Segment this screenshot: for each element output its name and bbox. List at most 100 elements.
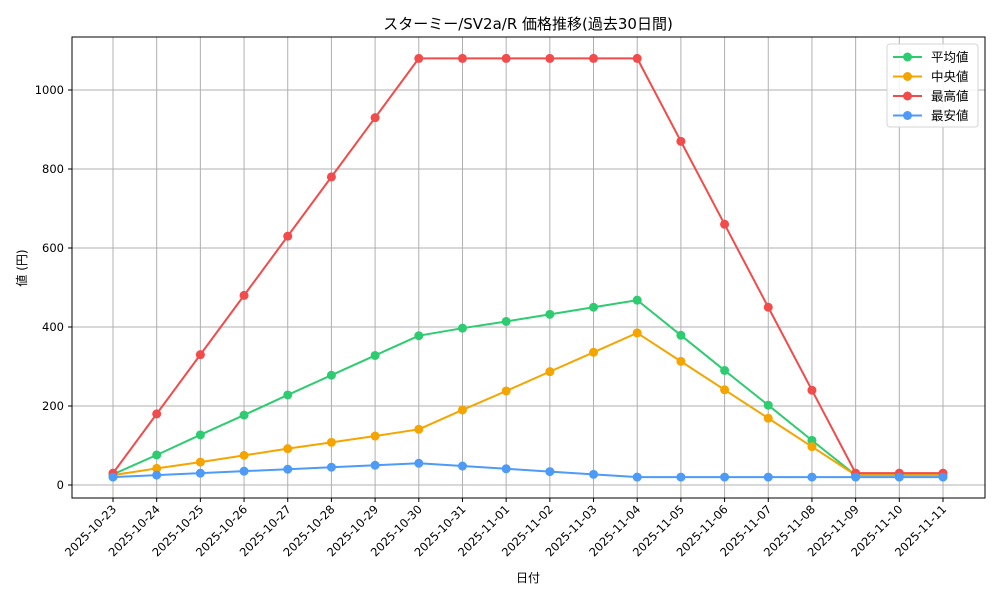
- data-point-marker: [370, 460, 380, 470]
- data-point-marker: [676, 136, 686, 146]
- series-中央値: [108, 328, 948, 480]
- legend-box: [886, 43, 979, 128]
- data-point-marker: [632, 472, 642, 482]
- series-lines: [108, 53, 948, 482]
- data-point-marker: [501, 464, 511, 474]
- data-point-marker: [283, 464, 293, 474]
- y-tick-label: 400: [42, 320, 64, 334]
- data-point-marker: [545, 53, 555, 63]
- legend-label: 平均値: [931, 50, 969, 65]
- data-point-marker: [720, 219, 730, 229]
- data-point-marker: [239, 450, 249, 460]
- data-point-marker: [414, 424, 424, 434]
- data-point-marker: [370, 113, 380, 123]
- data-point-marker: [501, 53, 511, 63]
- data-point-marker: [763, 400, 773, 410]
- x-axis-label: 日付: [516, 571, 540, 585]
- data-point-marker: [501, 316, 511, 326]
- chart-title: スターミー/SV2a/R 価格推移(過去30日間): [383, 15, 673, 33]
- data-point-marker: [414, 458, 424, 468]
- data-point-marker: [807, 385, 817, 395]
- data-point-marker: [283, 444, 293, 454]
- data-point-marker: [370, 431, 380, 441]
- data-point-marker: [108, 472, 118, 482]
- data-point-marker: [589, 347, 599, 357]
- data-point-marker: [239, 290, 249, 300]
- grid-lines: [72, 37, 985, 498]
- y-tick-label: 0: [57, 478, 64, 492]
- data-point-marker: [370, 350, 380, 360]
- plot-frame: [71, 36, 986, 499]
- data-point-marker: [676, 472, 686, 482]
- data-point-marker: [152, 463, 162, 473]
- data-point-marker: [326, 172, 336, 182]
- series-最安値: [108, 458, 948, 482]
- data-point-marker: [326, 370, 336, 380]
- legend-item: 平均値: [893, 50, 969, 65]
- legend-marker-icon: [903, 91, 912, 101]
- data-point-marker: [239, 410, 249, 420]
- data-point-marker: [545, 367, 555, 377]
- data-point-marker: [763, 302, 773, 312]
- y-tick-label: 200: [42, 399, 64, 413]
- data-point-marker: [457, 323, 467, 333]
- data-point-marker: [195, 350, 205, 360]
- data-point-marker: [283, 390, 293, 400]
- legend-label: 最高値: [931, 89, 969, 104]
- data-point-marker: [589, 53, 599, 63]
- y-axis-label: 値 (円): [14, 249, 29, 286]
- data-point-marker: [720, 472, 730, 482]
- data-point-marker: [545, 467, 555, 477]
- legend-item: 中央値: [893, 69, 969, 84]
- data-point-marker: [763, 413, 773, 423]
- data-point-marker: [807, 435, 817, 445]
- series-line: [112, 57, 943, 475]
- data-point-marker: [632, 295, 642, 305]
- data-point-marker: [851, 472, 861, 482]
- data-point-marker: [632, 53, 642, 63]
- data-point-marker: [195, 430, 205, 440]
- data-point-marker: [545, 309, 555, 319]
- data-point-marker: [807, 442, 817, 452]
- data-point-marker: [938, 472, 948, 482]
- data-point-marker: [501, 386, 511, 396]
- series-line: [112, 462, 943, 479]
- data-point-marker: [720, 365, 730, 375]
- data-point-marker: [195, 457, 205, 467]
- legend-label: 最安値: [931, 108, 969, 123]
- data-point-marker: [152, 450, 162, 460]
- legend-label: 中央値: [931, 69, 969, 84]
- series-最高値: [108, 53, 948, 478]
- data-point-marker: [195, 468, 205, 478]
- y-tick-label: 800: [42, 162, 64, 176]
- legend-item: 最安値: [893, 108, 969, 123]
- data-point-marker: [720, 385, 730, 395]
- data-point-marker: [152, 409, 162, 419]
- y-tick-label: 600: [42, 241, 64, 255]
- y-axis-ticks: 0 200 400 600 800 1000: [35, 83, 72, 492]
- data-point-marker: [414, 53, 424, 63]
- data-point-marker: [894, 472, 904, 482]
- data-point-marker: [239, 466, 249, 476]
- data-point-marker: [676, 330, 686, 340]
- data-point-marker: [326, 437, 336, 447]
- legend-marker-icon: [903, 111, 912, 120]
- data-point-marker: [589, 302, 599, 312]
- data-point-marker: [632, 328, 642, 338]
- y-tick-label: 1000: [35, 83, 64, 97]
- data-point-marker: [414, 331, 424, 341]
- data-point-marker: [763, 472, 773, 482]
- series-line: [112, 331, 943, 477]
- data-point-marker: [457, 461, 467, 471]
- data-point-marker: [457, 53, 467, 63]
- data-point-marker: [807, 472, 817, 482]
- data-point-marker: [152, 470, 162, 480]
- legend-marker-icon: [903, 52, 912, 62]
- data-point-marker: [589, 469, 599, 479]
- x-axis-ticks: 2025-10-232025-10-242025-10-252025-10-26…: [62, 498, 949, 559]
- data-point-marker: [457, 405, 467, 415]
- legend-marker-icon: [903, 72, 912, 81]
